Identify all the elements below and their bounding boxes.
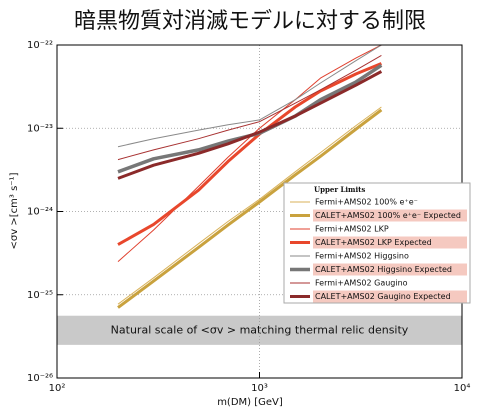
x-tick-label: 10² bbox=[49, 383, 66, 394]
y-tick-label: 10⁻²⁵ bbox=[27, 290, 53, 301]
chart-title: 暗黒物質対消滅モデルに対する制限 bbox=[74, 9, 426, 34]
legend-highlight bbox=[313, 263, 467, 276]
y-axis-label: <σv >[cm³ s⁻¹] bbox=[9, 172, 20, 249]
series-line bbox=[117, 44, 382, 262]
legend-label: CALET+AMS02 LKP Expected bbox=[315, 238, 432, 247]
y-tick-label: 10⁻²³ bbox=[27, 123, 53, 134]
legend-title: Upper Limits bbox=[314, 185, 365, 194]
legend-highlight bbox=[313, 290, 467, 303]
x-tick-label: 10⁴ bbox=[454, 383, 471, 394]
legend-label: Fermi+AMS02 LKP bbox=[315, 225, 389, 234]
x-axis-label: m(DM) [GeV] bbox=[217, 397, 283, 408]
x-tick-label: 10³ bbox=[251, 383, 268, 394]
legend-label: CALET+AMS02 Gaugino Expected bbox=[315, 292, 451, 301]
legend-label: Fermi+AMS02 Higgsino bbox=[315, 252, 409, 261]
legend-label: CALET+AMS02 100% e⁺e⁻ Expected bbox=[315, 211, 461, 220]
band-label: Natural scale of <σv > matching thermal … bbox=[111, 323, 409, 336]
legend-highlight bbox=[313, 209, 467, 222]
legend-label: Fermi+AMS02 Gaugino bbox=[315, 279, 408, 288]
series-line bbox=[117, 108, 383, 309]
series-line bbox=[117, 106, 382, 305]
legend-highlight bbox=[313, 236, 467, 249]
series-line bbox=[117, 54, 382, 161]
legend-label: Fermi+AMS02 100% e⁺e⁻ bbox=[315, 198, 418, 207]
legend-label: CALET+AMS02 Higgsino Expected bbox=[315, 265, 452, 274]
y-tick-label: 10⁻²² bbox=[27, 40, 53, 51]
series-line bbox=[117, 70, 383, 180]
y-tick-label: 10⁻²⁴ bbox=[27, 207, 53, 218]
y-tick-label: 10⁻²⁶ bbox=[27, 373, 53, 384]
series-line bbox=[117, 44, 382, 148]
